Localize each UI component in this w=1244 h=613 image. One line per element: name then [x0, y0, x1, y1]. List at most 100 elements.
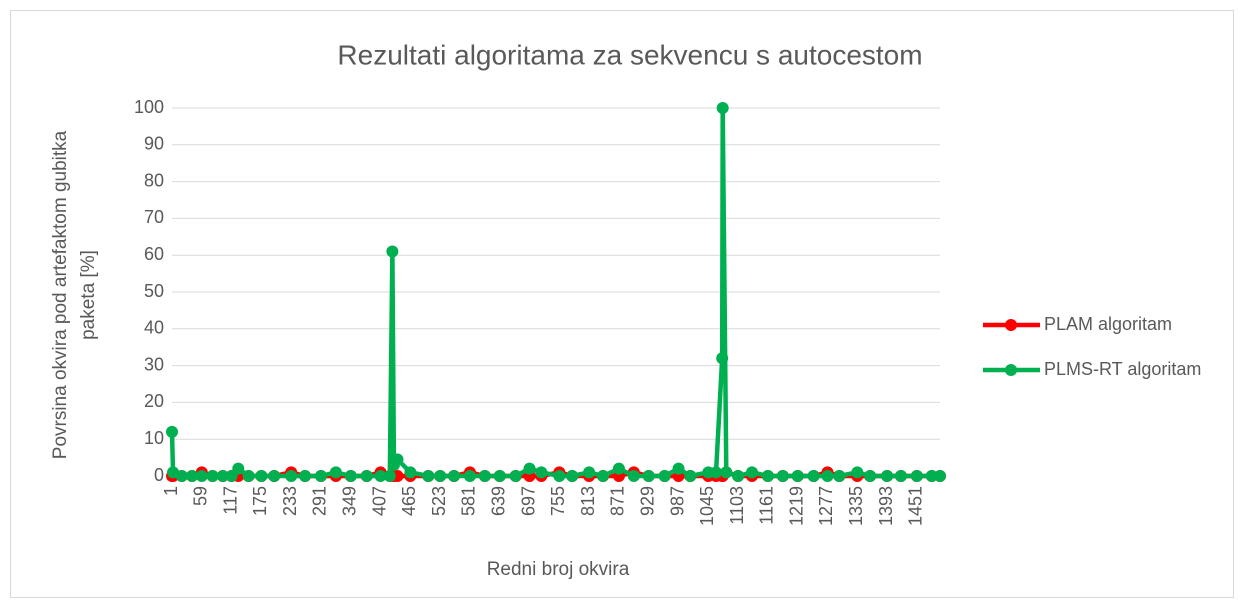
- data-point: [206, 470, 219, 482]
- data-point: [776, 470, 789, 482]
- data-point: [720, 466, 733, 479]
- x-tick-label: 987: [667, 486, 687, 516]
- legend-marker: [1005, 319, 1017, 331]
- x-tick-label: 1: [161, 486, 181, 496]
- x-tick-label: 349: [340, 486, 360, 516]
- data-point: [216, 470, 229, 482]
- x-tick-label: 1219: [786, 486, 806, 526]
- data-point: [344, 470, 357, 482]
- y-tick-label: 90: [144, 134, 164, 154]
- x-tick-label: 1335: [846, 486, 866, 526]
- data-point: [404, 466, 417, 479]
- y-axis-title-box: Povrsina okvira pod artefaktom gubitka p…: [50, 131, 99, 459]
- data-point: [566, 470, 579, 482]
- data-point: [716, 352, 729, 365]
- y-tick-label: 0: [154, 465, 164, 485]
- data-point: [597, 470, 610, 482]
- data-point: [386, 245, 399, 258]
- data-point: [478, 470, 491, 482]
- data-point: [285, 470, 298, 482]
- data-point: [255, 470, 268, 482]
- data-point: [910, 470, 923, 482]
- data-point: [807, 470, 820, 482]
- x-tick-label: 291: [310, 486, 330, 516]
- x-tick-label: 813: [578, 486, 598, 516]
- y-tick-label: 60: [144, 244, 164, 264]
- y-tick-label: 10: [144, 428, 164, 448]
- x-tick-label: 871: [608, 486, 628, 516]
- data-point: [268, 470, 281, 482]
- data-point: [761, 470, 774, 482]
- x-tick-label: 1393: [876, 486, 896, 526]
- legend-marker: [1005, 364, 1017, 376]
- x-tick-label: 59: [191, 486, 211, 506]
- data-point: [186, 470, 199, 482]
- data-point: [314, 470, 327, 482]
- data-point: [612, 462, 625, 475]
- x-tick-label: 639: [488, 486, 508, 516]
- x-tick-label: 233: [280, 486, 300, 516]
- data-point: [710, 466, 723, 479]
- x-tick-label: 407: [369, 486, 389, 516]
- x-tick-label: 523: [429, 486, 449, 516]
- data-point: [166, 425, 178, 438]
- data-point: [523, 462, 536, 475]
- x-axis-title: Redni broj okvira: [487, 559, 630, 580]
- chart-title: Rezultati algoritama za sekvencu s autoc…: [337, 39, 922, 70]
- x-tick-label: 175: [250, 486, 270, 516]
- data-point: [360, 470, 373, 482]
- y-tick-label: 70: [144, 207, 164, 227]
- legend-label: PLMS-RT algoritam: [1044, 359, 1201, 379]
- data-point: [374, 470, 387, 482]
- y-tick-label: 50: [144, 281, 164, 301]
- data-point: [493, 470, 506, 482]
- data-point: [195, 470, 208, 482]
- data-point: [422, 470, 435, 482]
- x-tick-label: 1045: [697, 486, 717, 526]
- data-point: [642, 470, 655, 482]
- x-tick-label: 755: [548, 486, 568, 516]
- x-tick-label: 1277: [816, 486, 836, 526]
- y-tick-label: 40: [144, 318, 164, 338]
- x-tick-label: 697: [518, 486, 538, 516]
- x-tick-label: 1103: [727, 486, 747, 525]
- data-point: [383, 470, 396, 482]
- y-tick-label: 100: [134, 97, 164, 117]
- data-point: [658, 470, 671, 482]
- data-point: [716, 102, 729, 114]
- data-point: [881, 470, 894, 482]
- x-tick-label: 1451: [906, 486, 926, 526]
- y-tick-label: 20: [144, 391, 164, 411]
- legend-label: PLAM algoritam: [1044, 314, 1172, 334]
- x-tick-label: 117: [220, 486, 240, 515]
- data-point: [232, 462, 245, 475]
- x-tick-label: 1161: [757, 486, 777, 525]
- data-point: [934, 470, 946, 482]
- data-point: [672, 462, 685, 475]
- data-point: [329, 466, 342, 479]
- data-point: [925, 470, 938, 482]
- data-point: [821, 470, 834, 482]
- data-point: [463, 470, 476, 482]
- data-point: [553, 470, 566, 482]
- data-point: [583, 466, 596, 479]
- data-point: [745, 466, 758, 479]
- data-point: [175, 470, 188, 482]
- data-point: [391, 453, 404, 466]
- data-point: [791, 470, 804, 482]
- y-tick-label: 80: [144, 170, 164, 190]
- data-point: [242, 470, 255, 482]
- x-tick-label: 581: [459, 486, 479, 516]
- data-point: [299, 470, 312, 482]
- data-point: [535, 466, 548, 479]
- data-point: [864, 470, 877, 482]
- data-point: [434, 470, 447, 482]
- data-point: [732, 470, 745, 482]
- data-point: [851, 466, 864, 479]
- data-point: [627, 470, 640, 482]
- y-tick-label: 30: [144, 354, 164, 374]
- data-point: [894, 470, 907, 482]
- data-point: [684, 470, 697, 482]
- data-point: [509, 470, 522, 482]
